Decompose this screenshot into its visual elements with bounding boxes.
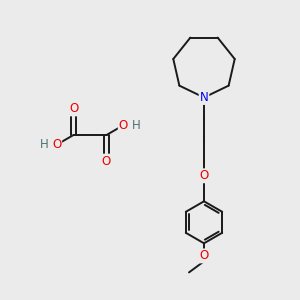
Text: N: N: [200, 91, 208, 104]
Text: O: O: [200, 169, 208, 182]
Text: H: H: [132, 119, 140, 132]
Text: O: O: [200, 249, 208, 262]
Text: O: O: [52, 138, 61, 151]
Text: O: O: [102, 154, 111, 168]
Text: H: H: [40, 138, 48, 151]
Text: O: O: [119, 119, 128, 132]
Text: O: O: [69, 102, 78, 116]
